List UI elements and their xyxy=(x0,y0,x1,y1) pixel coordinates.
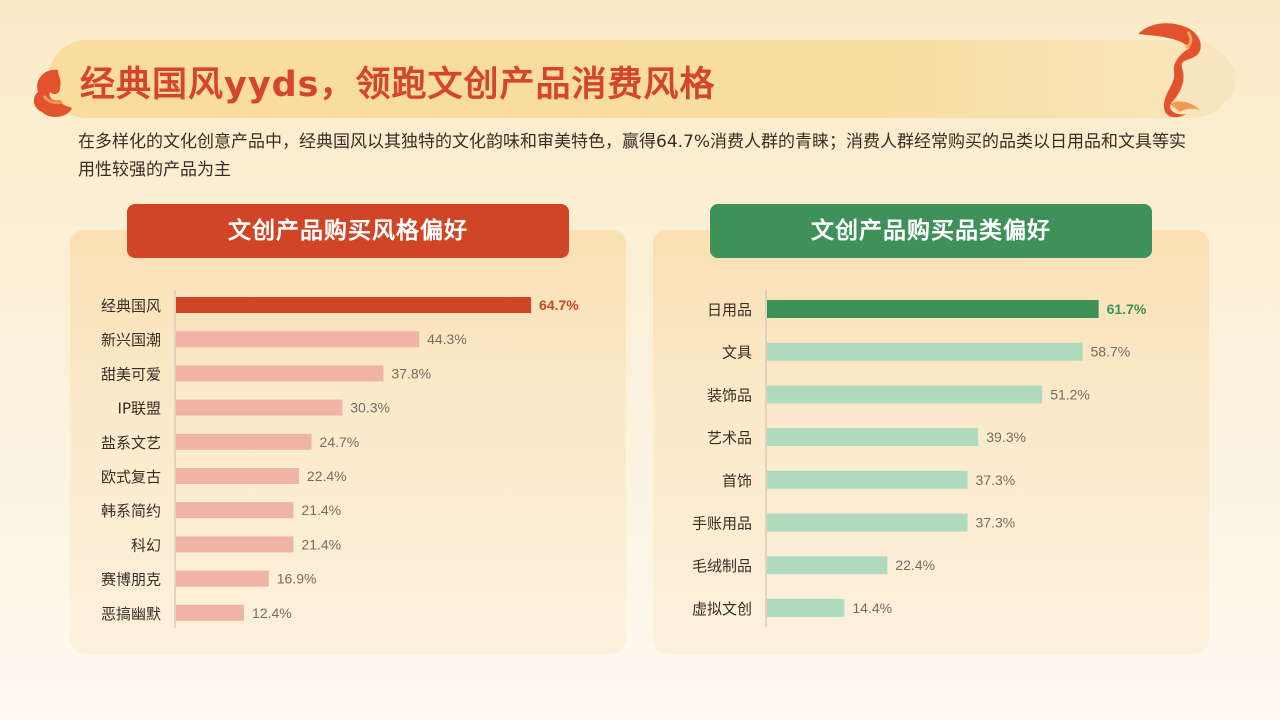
data-label: 12.4% xyxy=(252,605,292,621)
style-preference-chart: 经典国风 64.7% 新兴国潮 44.3% 甜美可爱 37.8% IP联盟 30.3% 盐系文艺… xyxy=(101,289,579,628)
category-label: 首饰 xyxy=(722,472,752,490)
page-subtitle: 在多样化的文化创意产品中，经典国风以其独特的文化韵味和审美特色，赢得64.7%消… xyxy=(78,132,1187,180)
category-label: 科幻 xyxy=(131,536,161,554)
data-label: 22.4% xyxy=(307,468,347,484)
category-label: IP联盟 xyxy=(118,400,161,418)
left-cloud-ornament xyxy=(33,69,72,117)
category-label: 艺术品 xyxy=(707,429,752,447)
data-label: 44.3% xyxy=(427,331,467,347)
category-label: 赛博朋克 xyxy=(101,571,161,589)
bar xyxy=(176,365,384,382)
category-label: 甜美可爱 xyxy=(101,365,161,383)
category-label: 装饰品 xyxy=(707,386,752,404)
data-label: 16.9% xyxy=(277,571,317,587)
category-chart-title: 文创产品购买品类偏好 xyxy=(710,204,1152,258)
right-cloud-ornament xyxy=(1138,23,1201,118)
data-label: 64.7% xyxy=(539,297,579,313)
category-label: 文具 xyxy=(722,344,752,362)
bar xyxy=(176,331,420,348)
bar xyxy=(176,433,312,450)
bar xyxy=(176,570,269,587)
data-label: 51.2% xyxy=(1050,386,1090,402)
bar xyxy=(767,513,968,532)
data-label: 61.7% xyxy=(1107,301,1147,317)
style-chart-title: 文创产品购买风格偏好 xyxy=(127,204,569,258)
bar xyxy=(767,385,1043,404)
data-label: 37.3% xyxy=(975,515,1015,531)
data-label: 30.3% xyxy=(350,400,390,416)
bar xyxy=(176,297,532,313)
bar xyxy=(176,604,245,621)
category-label: 手账用品 xyxy=(692,515,752,533)
bar xyxy=(176,468,299,484)
bar xyxy=(176,536,294,553)
category-label: 毛绒制品 xyxy=(692,557,752,575)
data-label: 39.3% xyxy=(986,429,1026,445)
category-label: 盐系文艺 xyxy=(101,434,161,452)
category-label: 欧式复古 xyxy=(101,468,161,486)
bar xyxy=(767,470,968,489)
bar xyxy=(767,300,1099,318)
page-title: 经典国风yyds，领跑文创产品消费风格 xyxy=(80,65,716,105)
data-label: 21.4% xyxy=(301,502,341,518)
data-label: 21.4% xyxy=(301,536,341,552)
category-label: 日用品 xyxy=(707,301,752,319)
bar xyxy=(176,399,343,416)
category-preference-chart: 日用品 61.7% 文具 58.7% 装饰品 51.2% 艺术品 39.3% 首饰 37.3% 手账… xyxy=(692,289,1147,628)
bar xyxy=(767,556,888,575)
data-label: 22.4% xyxy=(895,557,935,573)
bar xyxy=(767,342,1083,361)
bar xyxy=(176,502,294,519)
category-label: 经典国风 xyxy=(101,297,161,315)
data-label: 14.4% xyxy=(852,600,892,616)
data-label: 37.3% xyxy=(975,472,1015,488)
title-band xyxy=(48,40,1236,118)
category-label: 恶搞幽默 xyxy=(101,605,161,623)
category-label: 韩系简约 xyxy=(101,502,161,520)
data-label: 58.7% xyxy=(1091,344,1131,360)
data-label: 24.7% xyxy=(320,434,360,450)
bar xyxy=(767,428,979,447)
data-label: 37.8% xyxy=(391,365,431,381)
bar xyxy=(767,598,845,617)
category-label: 虚拟文创 xyxy=(692,600,752,618)
category-label: 新兴国潮 xyxy=(101,331,161,349)
